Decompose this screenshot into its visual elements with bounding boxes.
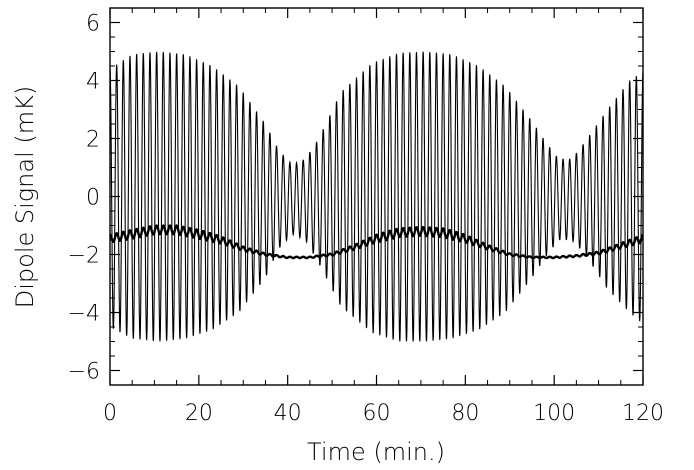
x-tick-label: 20: [185, 401, 213, 426]
x-tick-label: 60: [363, 401, 391, 426]
y-tick-label: −2: [68, 244, 100, 269]
axis-tick-labels: 0 20 40 60 80 100 120 −6 −4 −2 0 2 4 6: [68, 12, 664, 427]
y-tick-label: 0: [86, 186, 100, 211]
x-tick-label: 0: [103, 401, 117, 426]
y-tick-label: −4: [68, 302, 100, 327]
y-tick-label: 2: [86, 128, 100, 153]
series-group: [109, 51, 644, 342]
y-tick-label: −6: [68, 360, 100, 385]
series-fast-oscillation-line: [109, 51, 644, 342]
x-tick-label: 100: [533, 401, 575, 426]
series-baseline-line: [109, 224, 644, 260]
y-axis-title: Dipole Signal (mK): [11, 86, 39, 309]
y-tick-label: 4: [86, 70, 100, 95]
x-tick-label: 80: [451, 401, 479, 426]
y-tick-label: 6: [86, 12, 100, 37]
x-tick-label: 120: [622, 401, 664, 426]
x-axis-title: Time (min.): [307, 438, 445, 466]
x-tick-label: 40: [274, 401, 302, 426]
